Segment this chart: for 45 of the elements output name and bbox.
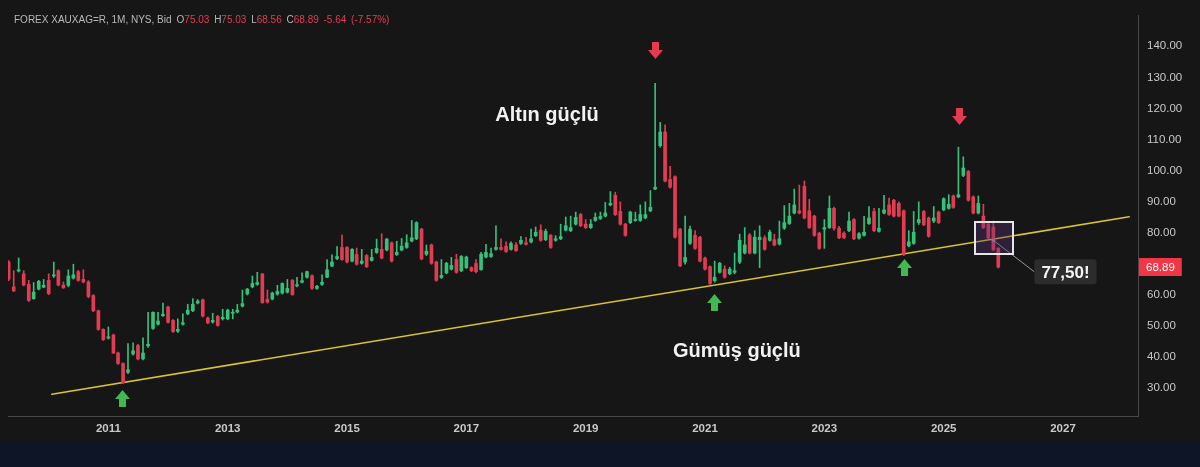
candlestick bbox=[394, 240, 399, 256]
y-tick-label: 50.00 bbox=[1147, 318, 1176, 331]
y-tick-label: 80.00 bbox=[1147, 225, 1176, 238]
x-tick-label: 2021 bbox=[692, 422, 719, 435]
candlestick bbox=[320, 274, 324, 286]
x-tick-label: 2015 bbox=[334, 422, 361, 435]
candlestick bbox=[126, 343, 130, 375]
y-tick-label: 130.00 bbox=[1147, 70, 1183, 83]
y-tick-label: 60.00 bbox=[1147, 287, 1176, 300]
text: O75.03 H75.03 L68.56 C68.89 -5.64 (-7.57%) bbox=[176, 13, 390, 25]
y-tick-label: 40.00 bbox=[1147, 349, 1176, 362]
candlestick bbox=[210, 312, 215, 324]
y-tick-label: 90.00 bbox=[1147, 194, 1176, 207]
candlestick bbox=[51, 261, 56, 278]
x-tick-label: 2019 bbox=[572, 422, 599, 435]
y-tick-label: 120.00 bbox=[1147, 101, 1183, 114]
y-tick-label: 100.00 bbox=[1147, 163, 1183, 176]
x-tick-label: 2013 bbox=[214, 422, 241, 435]
y-tick-label: 30.00 bbox=[1147, 380, 1176, 393]
annotation: Altın güçlü bbox=[495, 103, 599, 126]
chart-title: FOREX XAUXAG=R, 1M, NYS, Bid bbox=[14, 13, 172, 25]
y-tick-label: 110.00 bbox=[1147, 132, 1182, 145]
candlestick bbox=[558, 223, 563, 241]
candlestick bbox=[359, 248, 364, 265]
candlestick bbox=[230, 308, 235, 320]
candlestick bbox=[255, 271, 260, 286]
annotation: Gümüş güçlü bbox=[672, 339, 801, 362]
candlestick bbox=[494, 225, 498, 251]
x-tick-label: 2011 bbox=[95, 422, 122, 435]
y-tick-label: 140.00 bbox=[1147, 39, 1183, 52]
candlestick bbox=[295, 276, 299, 288]
candlestick bbox=[683, 215, 687, 265]
annotation: 68.89 bbox=[1146, 261, 1175, 274]
annotation: 77,50! bbox=[1041, 262, 1090, 282]
candlestick bbox=[877, 208, 881, 233]
x-tick-label: 2027 bbox=[1050, 422, 1076, 435]
candlestick bbox=[175, 318, 180, 333]
candlestick bbox=[161, 302, 165, 317]
candlestick bbox=[146, 312, 150, 348]
candlestick bbox=[335, 246, 339, 260]
x-tick-label: 2025 bbox=[930, 422, 958, 435]
x-tick-label: 2023 bbox=[811, 422, 838, 435]
candlestick bbox=[11, 270, 16, 292]
candlestick bbox=[916, 201, 921, 225]
x-tick-label: 2017 bbox=[453, 422, 480, 435]
